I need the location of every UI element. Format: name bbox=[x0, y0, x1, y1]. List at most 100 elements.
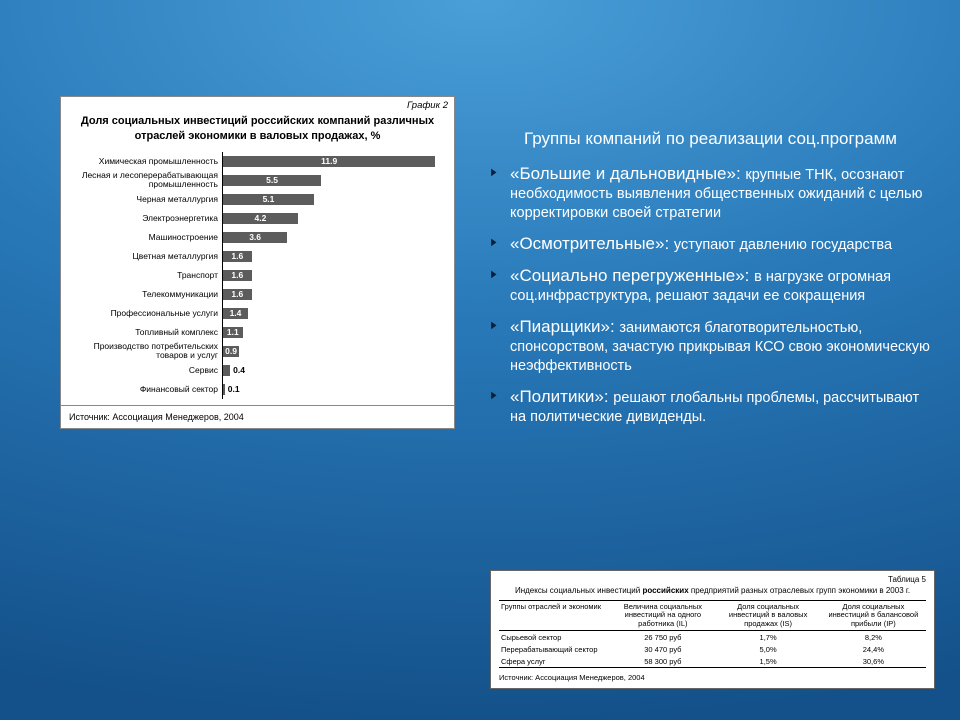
table-row: Сфера услуг58 300 руб1,5%30,6% bbox=[499, 655, 926, 668]
bar-category-label: Черная металлургия bbox=[67, 195, 222, 204]
list-item-term: «Пиарщики»: bbox=[510, 317, 619, 336]
bar-track: 1.6 bbox=[222, 285, 446, 304]
bar-category-label: Химическая промышленность bbox=[67, 157, 222, 166]
bar-track: 3.6 bbox=[222, 228, 446, 247]
bar-category-label: Электроэнергетика bbox=[67, 214, 222, 223]
bar-row: Топливный комплекс 1.1 bbox=[67, 323, 446, 342]
bar-row: Лесная и лесоперерабатывающая промышленн… bbox=[67, 171, 446, 190]
table-cell: 24,4% bbox=[821, 643, 926, 655]
bar-category-label: Транспорт bbox=[67, 271, 222, 280]
bar-track: 11.9 bbox=[222, 152, 446, 171]
data-table: Группы отраслей и экономикВеличина социа… bbox=[499, 600, 926, 669]
groups-title: Группы компаний по реализации соц.програ… bbox=[488, 128, 933, 149]
chart-panel: График 2 Доля социальных инвестиций росс… bbox=[60, 96, 455, 429]
bar: 0.4 bbox=[223, 365, 230, 376]
bar-track: 1.6 bbox=[222, 247, 446, 266]
table-cell: 1,5% bbox=[715, 655, 820, 668]
table-caption: Таблица 5 bbox=[499, 575, 926, 584]
bar-category-label: Цветная металлургия bbox=[67, 252, 222, 261]
bar-row: Машиностроение 3.6 bbox=[67, 228, 446, 247]
bar-category-label: Лесная и лесоперерабатывающая промышленн… bbox=[67, 171, 222, 189]
bar: 5.5 bbox=[223, 175, 321, 186]
bar: 1.6 bbox=[223, 270, 252, 281]
list-item-term: «Осмотрительные»: bbox=[510, 234, 674, 253]
groups-text-block: Группы компаний по реализации соц.програ… bbox=[488, 128, 933, 437]
table-cell: Сфера услуг bbox=[499, 655, 610, 668]
table-header-cell: Доля социальных инвестиций в валовых про… bbox=[715, 600, 820, 631]
bar-track: 1.4 bbox=[222, 304, 446, 323]
list-item: «Осмотрительные»: уступают давлению госу… bbox=[488, 233, 933, 255]
bar-track: 0.4 bbox=[222, 361, 446, 380]
chart-plot-area: Химическая промышленность 11.9 Лесная и ле… bbox=[61, 150, 454, 405]
list-item-term: «Политики»: bbox=[510, 387, 613, 406]
table-title-prefix: Индексы социальных инвестиций bbox=[515, 586, 642, 595]
bar-value-label: 1.1 bbox=[227, 327, 239, 337]
bar-track: 5.1 bbox=[222, 190, 446, 209]
bar-track: 4.2 bbox=[222, 209, 446, 228]
bar-row: Производство потребительских товаров и у… bbox=[67, 342, 446, 361]
bar-category-label: Машиностроение bbox=[67, 233, 222, 242]
table-title-bold: российских bbox=[642, 586, 688, 595]
bar-category-label: Финансовый сектор bbox=[67, 385, 222, 394]
bar: 5.1 bbox=[223, 194, 314, 205]
chart-caption: График 2 bbox=[61, 97, 454, 112]
table-row: Сырьевой сектор26 750 руб1,7%8,2% bbox=[499, 631, 926, 644]
bar: 0.9 bbox=[223, 346, 239, 357]
bar-value-label: 11.9 bbox=[321, 156, 337, 166]
table-cell: 26 750 руб bbox=[610, 631, 715, 644]
bar-row: Черная металлургия 5.1 bbox=[67, 190, 446, 209]
groups-list: «Большие и дальновидные»: крупные ТНК, о… bbox=[488, 163, 933, 427]
bar-row: Электроэнергетика 4.2 bbox=[67, 209, 446, 228]
bar-track: 1.6 bbox=[222, 266, 446, 285]
bar-row: Цветная металлургия 1.6 bbox=[67, 247, 446, 266]
bar-track: 0.1 bbox=[222, 380, 446, 399]
bar-row: Профессиональные услуги1.4 bbox=[67, 304, 446, 323]
table-cell: 1,7% bbox=[715, 631, 820, 644]
bar: 1.1 bbox=[223, 327, 243, 338]
bar-category-label: Телекоммуникации bbox=[67, 290, 222, 299]
bar-row: Транспорт 1.6 bbox=[67, 266, 446, 285]
table-cell: 58 300 руб bbox=[610, 655, 715, 668]
bar-value-label: 3.6 bbox=[249, 232, 261, 242]
list-item-term: «Большие и дальновидные»: bbox=[510, 164, 745, 183]
bar: 3.6 bbox=[223, 232, 287, 243]
bar-value-label: 5.5 bbox=[266, 175, 278, 185]
bar-value-label: 1.4 bbox=[230, 308, 242, 318]
bar-value-label: 5.1 bbox=[263, 194, 275, 204]
bar-category-label: Сервис bbox=[67, 366, 222, 375]
bar: 11.9 bbox=[223, 156, 435, 167]
bar-value-label: 1.6 bbox=[231, 289, 243, 299]
table-header-cell: Группы отраслей и экономик bbox=[499, 600, 610, 631]
table-title: Индексы социальных инвестиций российских… bbox=[499, 586, 926, 596]
table-header-cell: Доля социальных инвестиций в балансовой … bbox=[821, 600, 926, 631]
table-cell: 30,6% bbox=[821, 655, 926, 668]
bar-value-label: 4.2 bbox=[255, 213, 267, 223]
bar-row: Финансовый сектор 0.1 bbox=[67, 380, 446, 399]
bar: 1.6 bbox=[223, 251, 252, 262]
list-item: «Политики»: решают глобальны проблемы, р… bbox=[488, 386, 933, 427]
table-row: Перерабатывающий сектор30 470 руб5,0%24,… bbox=[499, 643, 926, 655]
bar-value-label: 0.4 bbox=[233, 365, 245, 375]
bar-track: 5.5 bbox=[222, 171, 446, 190]
table-cell: 8,2% bbox=[821, 631, 926, 644]
bar: 1.6 bbox=[223, 289, 252, 300]
bar-category-label: Производство потребительских товаров и у… bbox=[67, 342, 222, 360]
table-cell: 30 470 руб bbox=[610, 643, 715, 655]
list-item: «Пиарщики»: занимаются благотворительнос… bbox=[488, 316, 933, 376]
bar-category-label: Топливный комплекс bbox=[67, 328, 222, 337]
bar: 1.4 bbox=[223, 308, 248, 319]
table-cell: Сырьевой сектор bbox=[499, 631, 610, 644]
bar-value-label: 1.6 bbox=[231, 251, 243, 261]
bar-value-label: 1.6 bbox=[231, 270, 243, 280]
bar: 4.2 bbox=[223, 213, 298, 224]
bar-row: Химическая промышленность 11.9 bbox=[67, 152, 446, 171]
table-cell: 5,0% bbox=[715, 643, 820, 655]
list-item: «Большие и дальновидные»: крупные ТНК, о… bbox=[488, 163, 933, 223]
list-item: «Социально перегруженные»: в нагрузке ог… bbox=[488, 265, 933, 306]
bar-value-label: 0.9 bbox=[225, 346, 237, 356]
bar-value-label: 0.1 bbox=[228, 384, 240, 394]
bar-track: 1.1 bbox=[222, 323, 446, 342]
table-panel: Таблица 5 Индексы социальных инвестиций … bbox=[490, 570, 935, 689]
bar-track: 0.9 bbox=[222, 342, 446, 361]
table-title-suffix: предприятий разных отраслевых групп экон… bbox=[689, 586, 910, 595]
